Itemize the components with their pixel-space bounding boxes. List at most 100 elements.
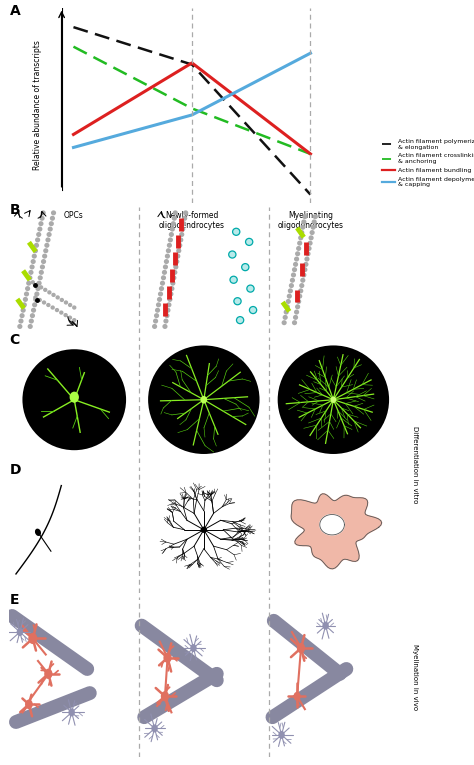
Circle shape xyxy=(304,256,310,262)
Ellipse shape xyxy=(70,392,79,402)
Circle shape xyxy=(36,286,41,291)
Circle shape xyxy=(182,216,187,221)
Circle shape xyxy=(302,214,308,220)
Circle shape xyxy=(160,281,165,285)
Text: E: E xyxy=(9,593,19,607)
Circle shape xyxy=(296,246,301,251)
Circle shape xyxy=(148,346,260,454)
Circle shape xyxy=(23,297,28,302)
Circle shape xyxy=(153,318,158,324)
Circle shape xyxy=(297,241,302,246)
Circle shape xyxy=(190,644,197,652)
Circle shape xyxy=(42,254,47,259)
Circle shape xyxy=(180,226,185,232)
Circle shape xyxy=(313,214,318,220)
Circle shape xyxy=(30,313,35,318)
Circle shape xyxy=(49,221,54,226)
Circle shape xyxy=(310,230,315,235)
Circle shape xyxy=(55,308,59,312)
Circle shape xyxy=(298,288,303,294)
Circle shape xyxy=(287,294,292,298)
Circle shape xyxy=(42,301,46,304)
Circle shape xyxy=(64,301,68,304)
Text: D: D xyxy=(9,463,21,477)
Text: C: C xyxy=(9,333,20,347)
Circle shape xyxy=(151,724,158,732)
Circle shape xyxy=(303,262,309,267)
Circle shape xyxy=(305,251,310,256)
Circle shape xyxy=(170,226,175,232)
Polygon shape xyxy=(291,493,382,569)
Circle shape xyxy=(293,262,298,267)
Circle shape xyxy=(163,265,168,269)
Circle shape xyxy=(33,297,38,302)
Circle shape xyxy=(51,293,56,297)
Circle shape xyxy=(72,318,76,322)
Circle shape xyxy=(19,313,25,318)
Circle shape xyxy=(72,305,76,310)
Circle shape xyxy=(164,259,169,264)
Circle shape xyxy=(177,243,182,248)
Circle shape xyxy=(31,308,36,313)
Circle shape xyxy=(295,304,300,309)
Circle shape xyxy=(163,324,167,329)
Circle shape xyxy=(297,643,305,653)
Circle shape xyxy=(35,282,39,287)
Circle shape xyxy=(33,295,37,300)
Circle shape xyxy=(40,265,45,269)
Circle shape xyxy=(179,232,184,237)
Circle shape xyxy=(32,302,37,308)
Circle shape xyxy=(282,321,287,325)
Circle shape xyxy=(39,216,45,221)
Text: OPCs: OPCs xyxy=(64,211,83,220)
Circle shape xyxy=(292,321,297,325)
Circle shape xyxy=(29,318,34,324)
Circle shape xyxy=(278,346,389,454)
Circle shape xyxy=(283,310,289,314)
Circle shape xyxy=(36,232,41,237)
Circle shape xyxy=(283,315,288,320)
Circle shape xyxy=(167,243,172,248)
Circle shape xyxy=(68,315,72,320)
Circle shape xyxy=(68,708,75,716)
Circle shape xyxy=(37,226,43,232)
Circle shape xyxy=(298,236,303,240)
Circle shape xyxy=(27,275,32,280)
Circle shape xyxy=(172,270,177,275)
Circle shape xyxy=(169,232,174,237)
Ellipse shape xyxy=(35,529,41,536)
Circle shape xyxy=(249,307,257,314)
Text: Relative abundance of transcripts: Relative abundance of transcripts xyxy=(34,41,42,170)
Circle shape xyxy=(228,251,236,258)
Text: B: B xyxy=(9,203,20,216)
Circle shape xyxy=(29,265,35,269)
Circle shape xyxy=(294,310,299,314)
Legend: Actin filament polymerization
& elongation, Actin filament crosslinking
& anchor: Actin filament polymerization & elongati… xyxy=(379,137,474,190)
Circle shape xyxy=(292,267,297,272)
Circle shape xyxy=(159,286,164,291)
Circle shape xyxy=(286,299,291,304)
Circle shape xyxy=(31,259,36,264)
Circle shape xyxy=(26,281,31,285)
Circle shape xyxy=(156,302,161,308)
Circle shape xyxy=(22,302,27,308)
Circle shape xyxy=(169,286,174,291)
Circle shape xyxy=(164,313,170,318)
Circle shape xyxy=(60,298,64,302)
Circle shape xyxy=(43,248,48,253)
Circle shape xyxy=(288,288,293,294)
Circle shape xyxy=(164,653,172,663)
Circle shape xyxy=(47,226,53,232)
Circle shape xyxy=(290,278,295,283)
Text: Differentiation in vitro: Differentiation in vitro xyxy=(412,426,418,503)
Circle shape xyxy=(175,254,181,259)
Ellipse shape xyxy=(330,396,336,403)
Circle shape xyxy=(300,225,305,230)
Circle shape xyxy=(46,303,51,308)
Circle shape xyxy=(201,526,207,533)
Circle shape xyxy=(17,628,23,636)
Circle shape xyxy=(39,285,43,289)
Circle shape xyxy=(25,286,30,291)
Circle shape xyxy=(41,210,46,216)
Circle shape xyxy=(278,731,285,739)
